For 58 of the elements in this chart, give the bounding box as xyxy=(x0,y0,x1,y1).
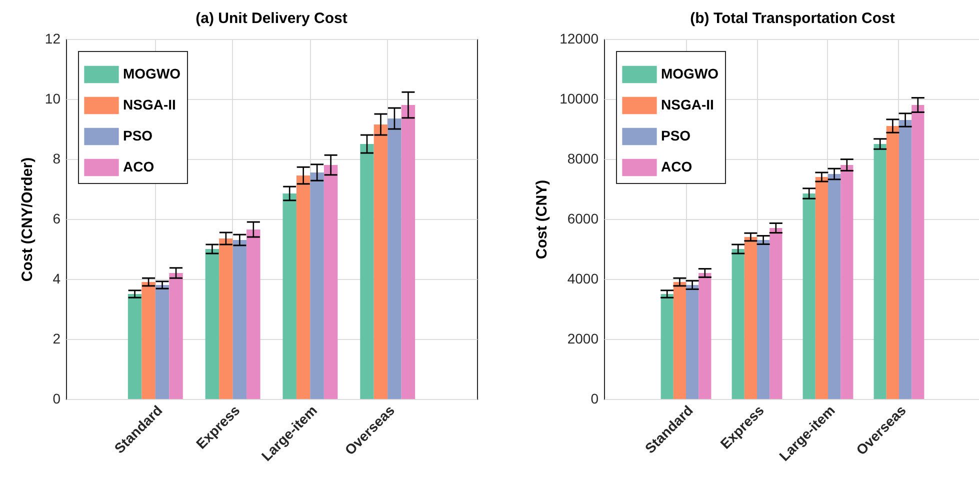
y-axis-title: Cost (CNY) xyxy=(534,180,551,260)
bar xyxy=(828,174,841,399)
bar xyxy=(219,238,233,399)
bar xyxy=(757,240,770,399)
bar xyxy=(388,118,402,399)
bar xyxy=(744,237,757,399)
bar xyxy=(686,285,699,399)
bar xyxy=(912,105,924,399)
y-tick-label: 8000 xyxy=(567,150,599,166)
y-tick-label: 0 xyxy=(52,390,61,406)
bar xyxy=(205,249,220,399)
bar xyxy=(169,273,183,399)
bar xyxy=(840,165,854,399)
y-tick-label: 6 xyxy=(52,210,61,226)
bar xyxy=(770,228,782,399)
bar xyxy=(898,120,912,399)
bar xyxy=(296,176,310,399)
legend-label: NSGA-II xyxy=(123,96,176,112)
bar xyxy=(128,294,142,399)
y-tick-label: 0 xyxy=(590,390,599,406)
bar xyxy=(874,144,886,399)
bar xyxy=(310,172,324,399)
legend-label: MOGWO xyxy=(661,66,719,82)
bar xyxy=(698,273,712,399)
bar xyxy=(282,194,296,399)
y-tick-label: 8 xyxy=(52,150,61,166)
y-tick-label: 12 xyxy=(44,30,61,46)
y-tick-label: 2000 xyxy=(567,330,599,346)
y-tick-label: 6000 xyxy=(567,210,599,226)
chart-title: (a) Unit Delivery Cost xyxy=(196,10,348,27)
legend-label: PSO xyxy=(123,128,153,144)
bar xyxy=(732,249,744,399)
bar xyxy=(142,282,156,399)
y-tick-label: 10 xyxy=(44,90,61,106)
bar xyxy=(324,165,338,399)
legend-label: MOGWO xyxy=(123,66,181,82)
legend-label: NSGA-II xyxy=(661,96,714,112)
bar xyxy=(360,144,374,399)
bar xyxy=(246,230,260,399)
bar xyxy=(155,285,170,399)
bar xyxy=(401,105,416,399)
bar xyxy=(660,294,674,399)
y-tick-label: 4000 xyxy=(567,270,599,286)
bar xyxy=(232,240,247,399)
y-tick-label: 12000 xyxy=(560,30,599,46)
legend-label: ACO xyxy=(661,158,692,174)
bar xyxy=(815,177,828,399)
y-axis-title: Cost (CNY/Order) xyxy=(18,157,36,282)
legend-label: PSO xyxy=(661,128,691,144)
bar xyxy=(802,194,816,399)
bar xyxy=(886,126,899,399)
bar xyxy=(673,282,686,399)
bar xyxy=(374,124,388,399)
y-tick-label: 2 xyxy=(52,330,61,346)
y-tick-label: 4 xyxy=(52,270,61,286)
legend-label: ACO xyxy=(123,158,154,174)
chart-title: (b) Total Transportation Cost xyxy=(690,10,895,27)
y-tick-label: 10000 xyxy=(560,90,599,106)
